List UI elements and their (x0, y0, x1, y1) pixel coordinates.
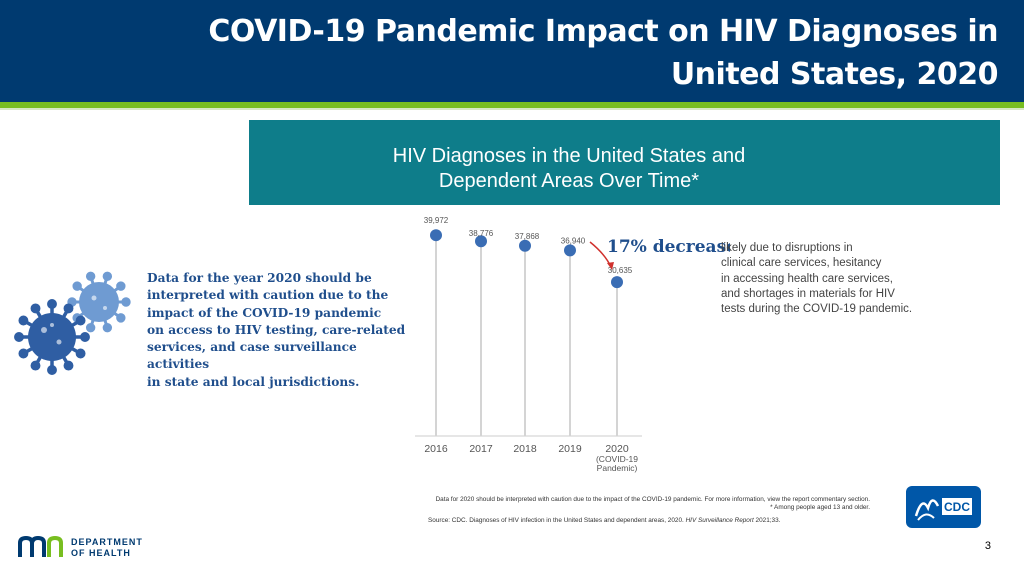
slide-header: COVID-19 Pandemic Impact on HIV Diagnose… (0, 0, 1024, 102)
logo-text-line2: OF HEALTH (71, 548, 131, 558)
page-number: 3 (984, 540, 991, 552)
data-point (430, 229, 442, 242)
footnote-age: * Among people aged 13 and older. (770, 504, 870, 511)
caution-line: Data for the year 2020 should be (147, 271, 372, 285)
explanation-line: and shortages in materials for HIV (721, 287, 895, 300)
explanation-line: tests during the COVID-19 pandemic. (721, 303, 913, 316)
data-point (475, 235, 487, 248)
caution-line: in state and local jurisdictions. (147, 374, 360, 389)
explanation-line: likely due to disruptions in (721, 242, 853, 254)
data-point (564, 244, 576, 257)
data-point (611, 276, 623, 289)
data-point (519, 239, 531, 252)
header-accent-bar-light (0, 108, 1024, 110)
slide-title: COVID-19 Pandemic Impact on HIV Diagnose… (208, 14, 998, 92)
x-tick-label: 2017 (469, 443, 493, 455)
chart-source: Source: CDC. Diagnoses of HIV infection … (428, 517, 898, 524)
source-year: 2021;33. (753, 517, 781, 524)
caution-line: on access to HIV testing, care-related (147, 322, 406, 337)
x-tick-sublabel: (COVID-19 (596, 454, 638, 464)
decrease-explanation: likely due to disruptions in clinical ca… (721, 241, 961, 317)
footnote-caution: Data for 2020 should be interpreted with… (435, 496, 870, 503)
chart-title: HIV Diagnoses in the United States and D… (249, 144, 889, 194)
data-label: 37,868 (515, 232, 540, 241)
caution-line: impact of the COVID-19 pandemic (147, 305, 382, 320)
data-label: 36,940 (561, 236, 586, 245)
data-label: 30,635 (608, 266, 633, 275)
chart-title-line1: HIV Diagnoses in the United States and (392, 145, 746, 167)
x-tick-label: 2018 (513, 443, 537, 455)
explanation-line: clinical care services, hesitancy (721, 257, 882, 270)
header-accent-bar (0, 102, 1024, 108)
chart-title-banner: HIV Diagnoses in the United States and D… (249, 120, 1000, 205)
virus-icon (14, 271, 131, 375)
x-tick-label: 2019 (558, 443, 582, 455)
caution-line: services, and case surveillance activiti… (147, 340, 357, 372)
source-report-name: HIV Surveillance Report (685, 517, 754, 524)
cdc-logo-text: CDC (944, 500, 970, 514)
chart-title-line2: Dependent Areas Over Time* (438, 170, 700, 192)
data-label: 38,776 (469, 229, 494, 238)
mn-department-of-health-logo: DEPARTMENT OF HEALTH (18, 535, 143, 558)
decrease-highlight: 17% decrease (607, 237, 730, 257)
logo-text-line1: DEPARTMENT (71, 537, 143, 547)
hiv-diagnoses-chart: 39,972 2016 38,776 2017 37,868 2018 36,940 2019… (415, 216, 730, 473)
x-tick-label: 2020 (605, 443, 629, 455)
caution-line: interpreted with caution due to the (147, 288, 389, 303)
data-label: 39,972 (424, 216, 449, 225)
decrease-arrowhead (607, 262, 614, 270)
source-text: Source: CDC. Diagnoses of HIV infection … (428, 517, 686, 524)
caution-note: Data for the year 2020 should be interpr… (147, 270, 409, 391)
x-tick-label: 2016 (424, 443, 448, 455)
cdc-logo: CDC (906, 486, 981, 528)
explanation-line: in accessing health care services, (721, 272, 893, 285)
chart-footnote: Data for 2020 should be interpreted with… (380, 496, 870, 512)
x-tick-sublabel: Pandemic) (597, 463, 638, 473)
